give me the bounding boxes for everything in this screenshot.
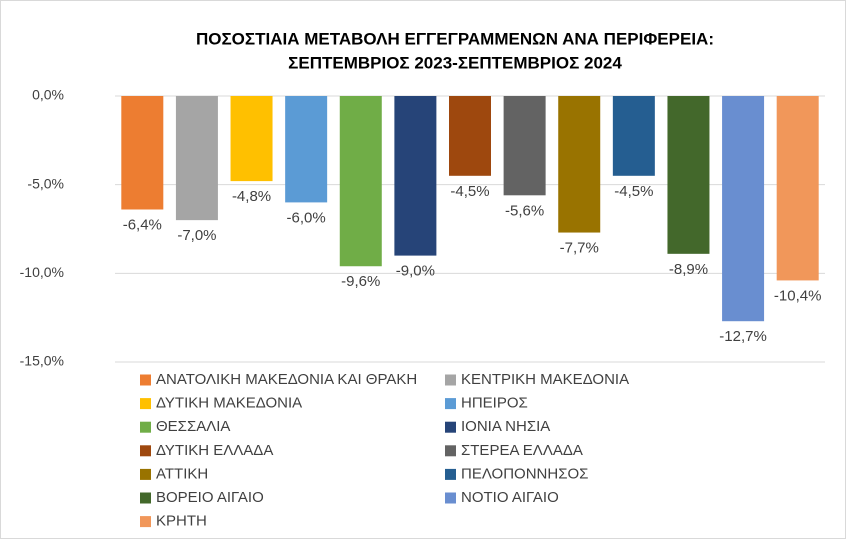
legend-label: ΒΟΡΕΙΟ ΑΙΓΑΙΟ	[156, 489, 264, 506]
data-label: -6,0%	[287, 209, 326, 226]
bar	[776, 96, 819, 281]
legend-swatch	[140, 421, 151, 433]
legend-label: ΔΥΤΙΚΗ ΕΛΛΑΔΑ	[156, 442, 273, 459]
bar	[394, 96, 437, 256]
legend-swatch	[140, 374, 151, 386]
data-label: -12,7%	[719, 328, 767, 345]
bar	[503, 96, 546, 196]
data-label: -9,0%	[396, 263, 435, 280]
legend-swatch	[140, 445, 151, 457]
bar	[339, 96, 382, 267]
data-label: -5,6%	[505, 202, 544, 219]
data-label: -4,5%	[614, 183, 653, 200]
legend-swatch	[445, 445, 456, 457]
legend-label: ΙΟΝΙΑ ΝΗΣΙΑ	[461, 418, 550, 435]
data-label: -4,8%	[232, 188, 271, 205]
legend-label: ΝΟΤΙΟ ΑΙΓΑΙΟ	[461, 489, 559, 506]
legend-label: ΚΕΝΤΡΙΚΗ ΜΑΚΕΔΟΝΙΑ	[461, 371, 629, 388]
data-label: -6,4%	[123, 216, 162, 233]
legend-swatch	[445, 492, 456, 504]
y-tick-label: -5,0%	[27, 175, 64, 191]
chart-title: ΠΟΣΟΣΤΙΑΙΑ ΜΕΤΑΒΟΛΗ ΕΓΓΕΓΡΑΜΜΕΝΩΝ ΑΝΑ ΠΕ…	[196, 29, 714, 48]
bar	[722, 96, 765, 322]
chart-title: ΣΕΠΤΕΜΒΡΙΟΣ 2023-ΣΕΠΤΕΜΒΡΙΟΣ 2024	[288, 53, 622, 72]
legend-label: ΑΤΤΙΚΗ	[156, 465, 208, 482]
legend-swatch	[445, 398, 456, 410]
legend-label: ΗΠΕΙΡΟΣ	[461, 395, 528, 412]
y-tick-label: -15,0%	[20, 353, 64, 369]
bar	[558, 96, 601, 233]
legend-swatch	[445, 468, 456, 480]
legend-swatch	[445, 374, 456, 386]
data-label: -7,7%	[560, 240, 599, 257]
legend-label: ΔΥΤΙΚΗ ΜΑΚΕΔΟΝΙΑ	[156, 395, 302, 412]
bar	[612, 96, 655, 176]
data-label: -10,4%	[774, 287, 822, 304]
legend-swatch	[140, 516, 151, 528]
legend-label: ΠΕΛΟΠΟΝΝΗΣΟΣ	[461, 465, 588, 482]
bar	[175, 96, 218, 221]
y-tick-label: 0,0%	[32, 87, 64, 103]
legend-label: ΘΕΣΣΑΛΙΑ	[156, 418, 230, 435]
legend-swatch	[445, 421, 456, 433]
legend-label: ΚΡΗΤΗ	[156, 513, 207, 530]
bar	[121, 96, 164, 210]
legend-swatch	[140, 492, 151, 504]
bar	[285, 96, 328, 203]
data-label: -8,9%	[669, 261, 708, 278]
legend-label: ΑΝΑΤΟΛΙΚΗ ΜΑΚΕΔΟΝΙΑ ΚΑΙ ΘΡΑΚΗ	[156, 371, 417, 388]
bar	[667, 96, 710, 254]
legend-label: ΣΤΕΡΕΑ ΕΛΛΑΔΑ	[461, 442, 583, 459]
data-label: -9,6%	[341, 273, 380, 290]
y-tick-label: -10,0%	[20, 264, 64, 280]
bar	[449, 96, 491, 176]
legend-swatch	[140, 398, 151, 410]
legend-swatch	[140, 468, 151, 480]
bar	[230, 96, 273, 182]
data-label: -7,0%	[177, 227, 216, 244]
data-label: -4,5%	[450, 183, 489, 200]
